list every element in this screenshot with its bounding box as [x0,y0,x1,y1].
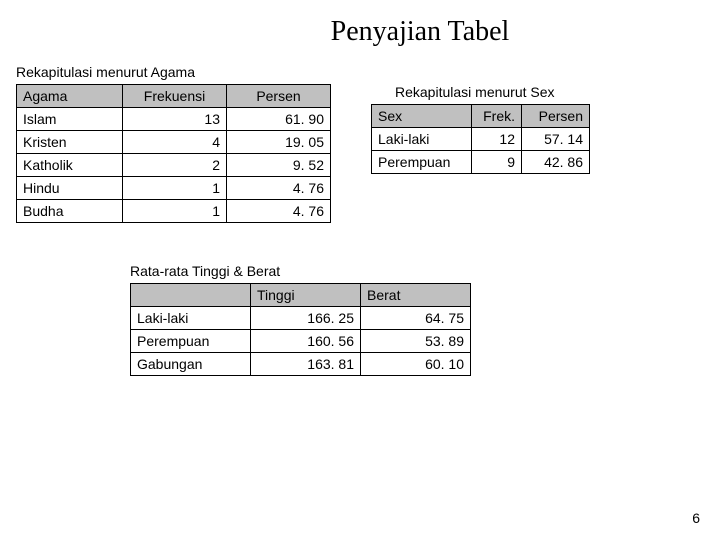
cell: Perempuan [131,330,251,353]
col-blank [131,284,251,307]
cell: 13 [123,108,227,131]
agama-caption: Rekapitulasi menurut Agama [16,64,720,80]
cell: Kristen [17,131,123,154]
col-frekuensi: Frekuensi [123,85,227,108]
table-agama: Agama Frekuensi Persen Islam 13 61. 90 K… [16,84,331,223]
cell: 166. 25 [251,307,361,330]
col-tinggi: Tinggi [251,284,361,307]
top-row: Agama Frekuensi Persen Islam 13 61. 90 K… [0,84,720,223]
table-row: Kristen 4 19. 05 [17,131,331,154]
cell: Gabungan [131,353,251,376]
avg-caption: Rata-rata Tinggi & Berat [130,263,720,279]
table-row: Islam 13 61. 90 [17,108,331,131]
cell: 163. 81 [251,353,361,376]
table-row: Katholik 2 9. 52 [17,154,331,177]
col-sex: Sex [372,105,472,128]
page-number: 6 [692,510,700,526]
cell: 19. 05 [227,131,331,154]
cell: 42. 86 [522,151,590,174]
cell: 4. 76 [227,200,331,223]
cell: Perempuan [372,151,472,174]
table-row: Budha 1 4. 76 [17,200,331,223]
avg-block: Rata-rata Tinggi & Berat Tinggi Berat La… [130,263,720,376]
page-title: Penyajian Tabel [0,0,720,60]
cell: Laki-laki [131,307,251,330]
cell: 9 [472,151,522,174]
cell: 1 [123,177,227,200]
cell: 61. 90 [227,108,331,131]
table-row: Laki-laki 166. 25 64. 75 [131,307,471,330]
table-row: Hindu 1 4. 76 [17,177,331,200]
table-header: Sex Frek. Persen [372,105,590,128]
table-sex: Sex Frek. Persen Laki-laki 12 57. 14 Per… [371,104,590,174]
col-agama: Agama [17,85,123,108]
table-row: Perempuan 9 42. 86 [372,151,590,174]
table-header: Agama Frekuensi Persen [17,85,331,108]
cell: 64. 75 [361,307,471,330]
cell: 53. 89 [361,330,471,353]
col-persen: Persen [227,85,331,108]
cell: 1 [123,200,227,223]
table-row: Gabungan 163. 81 60. 10 [131,353,471,376]
col-frek: Frek. [472,105,522,128]
cell: Budha [17,200,123,223]
sex-caption: Rekapitulasi menurut Sex [371,84,590,100]
cell: 4 [123,131,227,154]
cell: Katholik [17,154,123,177]
cell: 160. 56 [251,330,361,353]
table-row: Perempuan 160. 56 53. 89 [131,330,471,353]
cell: Hindu [17,177,123,200]
cell: 2 [123,154,227,177]
table-row: Laki-laki 12 57. 14 [372,128,590,151]
table-header: Tinggi Berat [131,284,471,307]
cell: 12 [472,128,522,151]
cell: 57. 14 [522,128,590,151]
sex-block: Rekapitulasi menurut Sex Sex Frek. Perse… [371,84,590,174]
cell: 4. 76 [227,177,331,200]
col-persen: Persen [522,105,590,128]
cell: 60. 10 [361,353,471,376]
table-avg: Tinggi Berat Laki-laki 166. 25 64. 75 Pe… [130,283,471,376]
cell: Islam [17,108,123,131]
col-berat: Berat [361,284,471,307]
cell: 9. 52 [227,154,331,177]
cell: Laki-laki [372,128,472,151]
